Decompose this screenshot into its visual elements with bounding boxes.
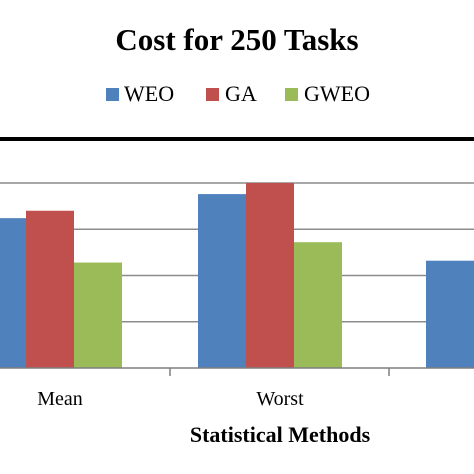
legend-label-2: GWEO [304,81,370,106]
legend-swatch-2 [285,88,298,101]
bar-weo-1 [198,194,246,368]
legend-swatch-0 [106,88,119,101]
x-tick-labels: Mean Worst [37,388,304,410]
x-axis-ticks [169,368,390,376]
bar-weo-0 [0,218,26,368]
x-axis-title: Statistical Methods [190,422,371,447]
legend: WEO GA GWEO [106,81,370,106]
bar-ga-0 [26,210,74,368]
bar-gweo-1 [294,242,342,368]
bar-gweo-0 [74,262,122,368]
chart-title: Cost for 250 Tasks [115,22,358,57]
bar-weo-2 [426,260,474,368]
x-tick-label-1: Worst [256,388,304,410]
bar-ga-1 [246,183,294,368]
bars [0,183,474,368]
legend-label-0: WEO [124,81,174,106]
legend-label-1: GA [225,81,257,106]
legend-swatch-1 [206,88,219,101]
x-tick-label-0: Mean [37,388,83,410]
